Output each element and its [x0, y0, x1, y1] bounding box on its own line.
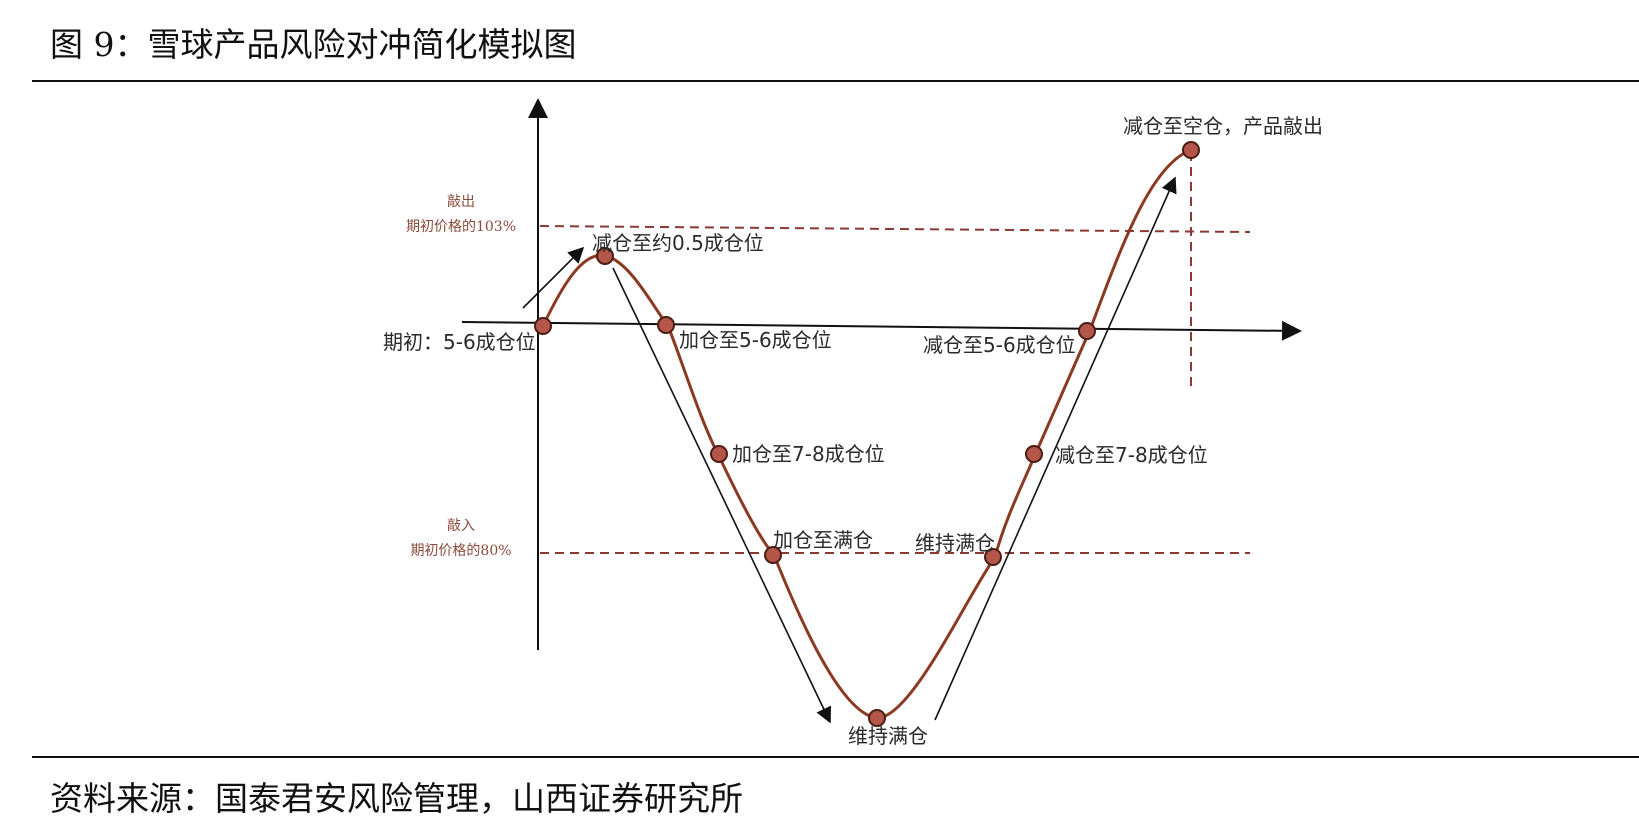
label-start: 期初：5-6成仓位 [383, 330, 536, 354]
label-peak: 减仓至约0.5成仓位 [592, 231, 764, 255]
marker-end [1182, 141, 1200, 159]
marker-keep-full [984, 548, 1002, 566]
label-end: 减仓至空仓，产品敲出 [1123, 114, 1323, 138]
arrow-up-end [934, 176, 1177, 721]
marker-add-full [764, 546, 782, 564]
marker-peak [596, 247, 614, 265]
source-note: 资料来源：国泰君安风险管理，山西证券研究所 [50, 779, 743, 818]
marker-cross-down [657, 316, 675, 334]
label-reduce-78: 减仓至7-8成仓位 [1055, 443, 1208, 467]
knock-in-label-2: 期初价格的80% [410, 542, 511, 559]
figure-title: 图 9：雪球产品风险对冲简化模拟图 [50, 25, 577, 64]
marker-bottom [868, 709, 886, 727]
arrow-up-start [522, 246, 585, 309]
marker-start [534, 317, 552, 335]
label-cross-down: 加仓至5-6成仓位 [679, 328, 832, 352]
label-add-78: 加仓至7-8成仓位 [732, 442, 885, 466]
knock-out-label-2: 期初价格的103% [406, 218, 516, 235]
price-curve [541, 148, 1192, 720]
knock-in-label-1: 敲入 [447, 517, 475, 534]
arrow-down [612, 267, 832, 724]
marker-reduce-56 [1078, 322, 1096, 340]
label-add-full: 加仓至满仓 [773, 528, 873, 552]
top-rule [32, 80, 1639, 82]
label-keep-full: 维持满仓 [915, 531, 995, 555]
marker-add-78 [710, 445, 728, 463]
knock-out-line [539, 225, 1251, 233]
knock-out-label-1: 敲出 [447, 193, 475, 210]
bottom-rule [32, 756, 1639, 758]
label-bottom: 维持满仓 [848, 724, 928, 748]
x-axis [461, 320, 1302, 341]
marker-reduce-78 [1025, 445, 1043, 463]
label-reduce-56: 减仓至5-6成仓位 [923, 333, 1076, 357]
